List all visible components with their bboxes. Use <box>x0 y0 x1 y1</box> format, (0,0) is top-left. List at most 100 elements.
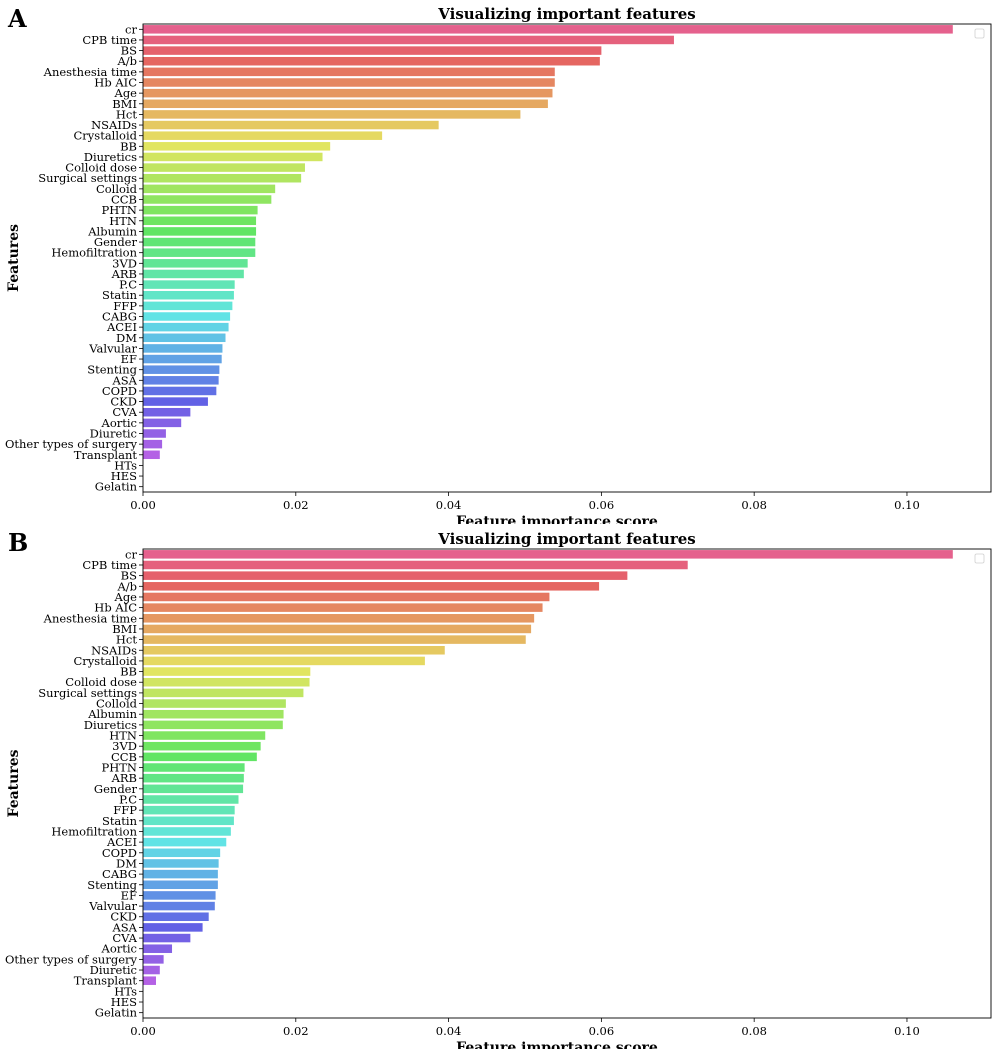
bar <box>143 955 164 964</box>
y-tick-label: Hb AIC <box>94 76 137 90</box>
bar <box>143 645 445 655</box>
bar <box>143 344 223 353</box>
bar <box>143 624 532 634</box>
y-tick-label: Hct <box>116 107 137 121</box>
y-tick-label: FFP <box>113 299 137 313</box>
bar <box>143 46 602 55</box>
y-tick-label: HES <box>111 995 137 1009</box>
y-tick-label: ASA <box>112 373 138 387</box>
y-tick-label: BMI <box>112 97 137 111</box>
y-tick-label: A/b <box>116 579 137 593</box>
y-tick-label: 3VD <box>112 256 137 270</box>
bar <box>143 592 550 602</box>
y-tick-label: Colloid <box>96 697 138 711</box>
y-tick-label: HTN <box>109 729 137 743</box>
bar <box>143 699 286 708</box>
y-tick-label: CKD <box>110 910 137 924</box>
bar <box>143 880 218 890</box>
y-tick-label: CVA <box>112 931 137 945</box>
bar <box>143 731 266 740</box>
y-tick-label: COPD <box>102 846 137 860</box>
y-axis-label: Features <box>6 224 22 292</box>
y-tick-label: Diuretics <box>84 150 137 164</box>
y-tick-label: HTs <box>114 458 137 472</box>
chart-title: Visualizing important features <box>437 5 695 23</box>
y-tick-label: FFP <box>113 803 137 817</box>
y-tick-label: ASA <box>112 920 138 934</box>
y-tick-label: CABG <box>102 867 137 881</box>
y-tick-label: EF <box>121 888 137 902</box>
bar <box>143 35 674 45</box>
y-tick-label: CCB <box>111 193 137 207</box>
y-tick-label: Albumin <box>87 224 137 238</box>
x-tick-label: 0.00 <box>130 498 156 512</box>
bar <box>143 933 191 943</box>
y-tick-label: Gelatin <box>95 1006 138 1020</box>
y-tick-label: BMI <box>112 622 137 636</box>
bar <box>143 805 235 815</box>
y-tick-label: Diuretic <box>90 963 137 977</box>
bar <box>143 216 257 226</box>
y-tick-label: BS <box>121 44 137 58</box>
bar <box>143 773 244 783</box>
bar <box>143 120 439 130</box>
y-tick-label: Anesthesia time <box>43 611 138 625</box>
chart-title: Visualizing important features <box>437 530 695 548</box>
y-tick-label: Other types of surgery <box>5 437 138 451</box>
y-tick-label: Surgical settings <box>38 171 137 185</box>
bar <box>143 560 688 570</box>
x-tick-label: 0.00 <box>130 1024 156 1038</box>
y-tick-label: EF <box>121 352 137 366</box>
y-tick-label: Hb AIC <box>94 601 137 615</box>
y-tick-label: DM <box>116 856 137 870</box>
bar <box>143 365 220 374</box>
y-tick-label: Transplant <box>74 974 138 988</box>
y-tick-label: PHTN <box>102 203 138 217</box>
y-tick-label: Other types of surgery <box>5 952 138 966</box>
bar <box>143 248 256 257</box>
bar <box>143 195 272 204</box>
y-tick-label: Colloid dose <box>65 675 137 689</box>
bar <box>143 312 231 321</box>
y-tick-label: Gelatin <box>95 480 138 494</box>
bar <box>143 99 548 109</box>
y-tick-label: cr <box>125 547 137 561</box>
bar <box>143 163 305 172</box>
bar <box>143 965 160 975</box>
y-tick-label: Aortic <box>101 416 137 430</box>
panel-label-b: B <box>8 528 29 557</box>
y-tick-label: Hct <box>116 633 137 647</box>
y-axis-label: Features <box>6 749 22 817</box>
bar <box>143 614 535 623</box>
bar <box>143 184 276 194</box>
legend-box <box>974 553 985 564</box>
bar <box>143 720 283 730</box>
bar <box>143 142 331 151</box>
x-tick-label: 0.08 <box>741 498 767 512</box>
bar <box>143 571 628 580</box>
y-tick-label: cr <box>125 22 137 36</box>
bar <box>143 301 233 311</box>
y-tick-label: BB <box>120 139 137 153</box>
y-tick-label: ARB <box>111 771 137 785</box>
bar <box>143 110 521 119</box>
y-tick-label: Hemofiltration <box>51 824 137 838</box>
y-tick-label: CABG <box>102 310 137 324</box>
chart-panel-a: A Visualizing important features cr CPB ti… <box>0 0 1000 524</box>
bar <box>143 582 600 591</box>
bar <box>143 429 166 438</box>
x-tick-label: 0.02 <box>283 498 309 512</box>
y-tick-label: Albumin <box>87 707 137 721</box>
y-tick-label: A/b <box>116 54 137 68</box>
bar <box>143 635 526 644</box>
bar <box>143 376 219 385</box>
y-tick-label: Age <box>114 590 138 604</box>
bar <box>143 667 311 676</box>
bar <box>143 784 244 794</box>
bar <box>143 848 221 858</box>
y-tick-label: ACEI <box>106 835 137 849</box>
y-tick-label: Statin <box>102 288 138 302</box>
bar <box>143 259 248 268</box>
y-tick-label: BB <box>120 665 137 679</box>
x-axis-label: Feature importance score <box>456 514 658 524</box>
